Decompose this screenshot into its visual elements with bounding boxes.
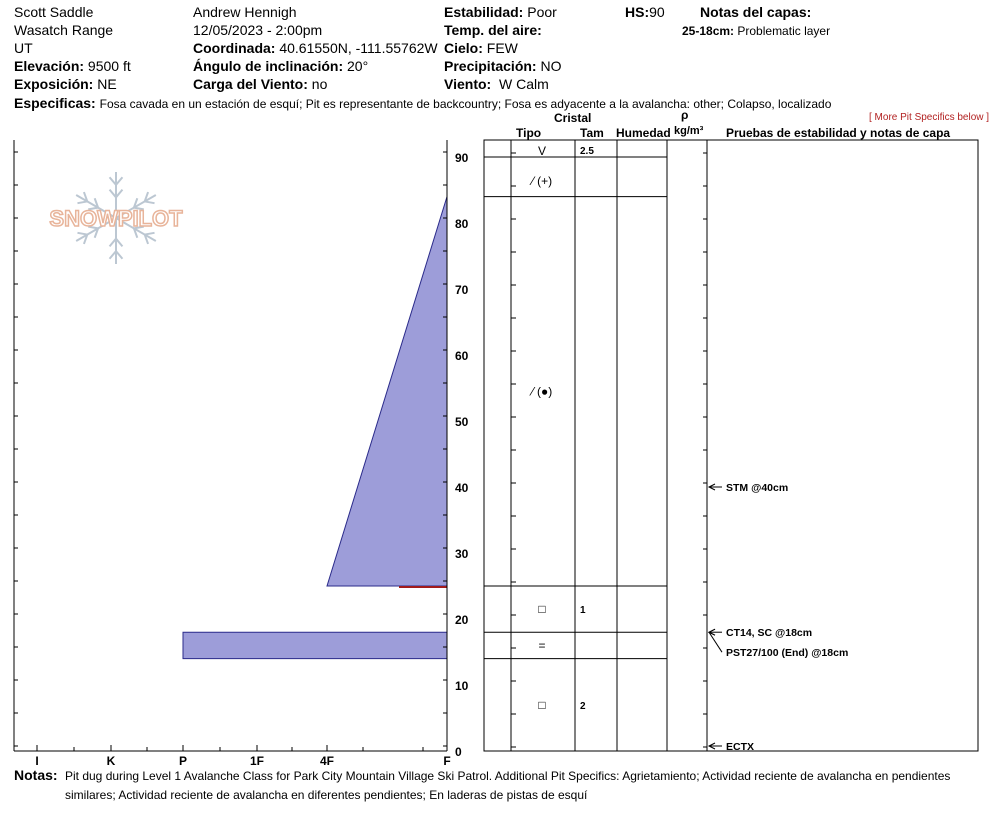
snowflake-branch (77, 200, 88, 205)
state: UT (14, 40, 33, 56)
depth-label-0: 0 (455, 745, 462, 759)
snowflake-branch (108, 250, 117, 260)
grain-size-5: 2 (580, 701, 586, 712)
stability: Estabilidad: Poor (444, 4, 557, 20)
hardness-layer-4 (182, 631, 448, 660)
notes-line-2: similares; Actividad reciente de avalanc… (65, 788, 588, 802)
snowflake-branch (88, 225, 99, 230)
test-arrow-head (707, 742, 716, 750)
depth-label-10: 10 (455, 679, 469, 693)
test-arrow-head (707, 483, 716, 491)
col-humedad: Humedad (616, 126, 671, 140)
grain-type-3: □ (538, 602, 545, 616)
snowflake-branch (88, 206, 99, 211)
depth-label-60: 60 (455, 349, 469, 363)
grain-size-3: 1 (580, 605, 586, 616)
col-rho: ρ (681, 108, 689, 122)
snowflake-branch (133, 206, 144, 211)
datetime: 12/05/2023 - 2:00pm (193, 22, 323, 38)
col-density-unit: kg/m³ (674, 125, 704, 137)
stability-test-1: STM @40cm (726, 482, 788, 494)
snowflake-branch (143, 191, 150, 202)
location: Scott Saddle (14, 4, 94, 20)
snowpilot-logo: SNOWPILOT (49, 172, 184, 264)
aspect: Exposición: NE (14, 76, 117, 92)
snowflake-branch (93, 197, 100, 208)
hardness-label-K: K (107, 754, 116, 768)
more-pit-specifics-link[interactable]: [ More Pit Specifics below ] (869, 112, 990, 123)
snowflake-branch (115, 250, 124, 260)
specifics: Especificas: Fosa cavada en un estación … (14, 95, 832, 111)
col-tipo: Tipo (516, 126, 542, 140)
coordinates: Coordinada: 40.61550N, -111.55762W (193, 40, 438, 56)
grain-type-5: □ (538, 698, 545, 712)
notes-label: Notas: (14, 767, 58, 783)
stability-test-2: CT14, SC @18cm (726, 627, 812, 639)
snowflake-branch (108, 189, 117, 198)
snowflake-branch (132, 228, 139, 239)
depth-label-80: 80 (455, 217, 469, 231)
col-tests: Pruebas de estabilidad y notas de capa (726, 126, 951, 140)
depth-label-20: 20 (455, 613, 469, 627)
snowflake-branch (115, 176, 124, 186)
wind-load: Carga del Viento: no (193, 76, 328, 92)
col-cristal: Cristal (554, 111, 592, 125)
snowflake-arm (75, 217, 117, 242)
slope-angle: Ángulo de inclinación: 20° (193, 58, 369, 74)
snowflake-branch (77, 231, 88, 236)
snowflake-branch (93, 228, 100, 239)
grain-type-secondary: ⁄ (+) (529, 174, 552, 188)
snowflake-arm (115, 217, 157, 242)
stability-test-4: ECTX (726, 741, 754, 753)
range: Wasatch Range (14, 22, 114, 38)
hardness-layer-2 (326, 196, 448, 587)
col-tam: Tam (580, 126, 604, 140)
snowflake-arm (75, 194, 117, 219)
snowflake-branch (133, 225, 144, 230)
sky: Cielo: FEW (444, 40, 518, 56)
snowflake-branch (108, 238, 117, 247)
air-temp: Temp. del aire: (444, 22, 542, 38)
snowflake-branch (143, 234, 150, 245)
snowflake-branch (144, 231, 155, 236)
snowflake-branch (108, 176, 117, 186)
depth-label-40: 40 (455, 481, 469, 495)
grain-type-4: = (538, 638, 545, 652)
precipitation: Precipitación: NO (444, 58, 562, 74)
snowflake-branch (115, 189, 124, 198)
hardness-label-F: F (443, 754, 450, 768)
test-arrow-head (707, 628, 716, 636)
stability-test-3: PST27/100 (End) @18cm (726, 647, 848, 659)
wind: Viento: W Calm (444, 76, 549, 92)
snowflake-branch (115, 238, 124, 247)
grain-size-1: 2.5 (580, 146, 594, 157)
hardness-label-P: P (179, 754, 187, 768)
snowflake-branch (144, 200, 155, 205)
hardness-label-I: I (35, 754, 38, 768)
hardness-label-1F: 1F (250, 754, 264, 768)
test-arrow-line (708, 631, 723, 653)
observer: Andrew Hennigh (193, 4, 297, 20)
depth-label-70: 70 (455, 283, 469, 297)
layer-table-frame (483, 139, 979, 752)
layer-note: 25-18cm: Problematic layer (682, 24, 831, 38)
snowflake-arm (115, 194, 157, 219)
grain-type-2: ⁄ (●) (529, 384, 553, 398)
depth-label-90: 90 (455, 151, 469, 165)
logo-text: SNOWPILOT (49, 206, 183, 231)
depth-label-30: 30 (455, 547, 469, 561)
snowflake-branch (82, 234, 89, 245)
snowflake-branch (132, 197, 139, 208)
depth-label-50: 50 (455, 415, 469, 429)
grain-type-1: V (538, 144, 546, 158)
hardness-label-4F: 4F (320, 754, 334, 768)
elevation: Elevación: 9500 ft (14, 58, 131, 74)
snowflake-branch (82, 191, 89, 202)
hs: HS:90 (625, 4, 665, 20)
layer-notes-title: Notas del capas: (700, 4, 812, 20)
notes-line-1: Pit dug during Level 1 Avalanche Class f… (65, 769, 951, 783)
